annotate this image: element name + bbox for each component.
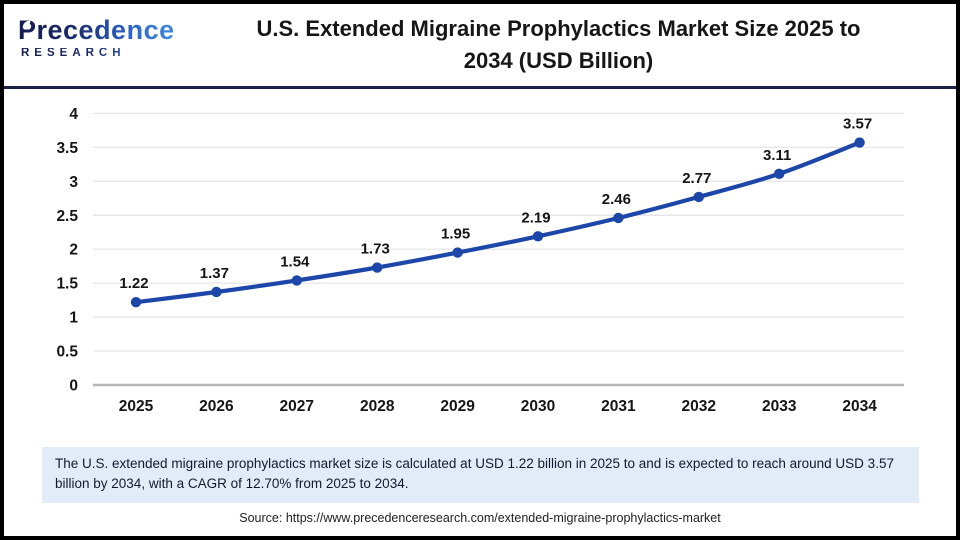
svg-text:2030: 2030 [521, 398, 555, 415]
title-line-1: U.S. Extended Migraine Prophylactics Mar… [256, 16, 861, 41]
note-box: The U.S. extended migraine prophylactics… [42, 447, 919, 503]
logo-wordmark: Precedence [18, 15, 175, 45]
chart-area: 0 0.5 1 1.5 2 2.5 3 3.5 4 2025 2026 2027 2028 2029 203… [4, 89, 956, 436]
svg-text:0.5: 0.5 [56, 344, 78, 361]
svg-text:1.5: 1.5 [56, 276, 78, 293]
svg-text:2032: 2032 [682, 398, 716, 415]
header-divider [4, 86, 956, 89]
title-line-2: 2034 (USD Billion) [463, 47, 654, 73]
svg-text:3.11: 3.11 [763, 147, 791, 164]
svg-text:1.73: 1.73 [361, 241, 390, 258]
svg-text:1.37: 1.37 [200, 265, 229, 282]
svg-text:2.19: 2.19 [521, 209, 550, 226]
line-chart-svg: 0 0.5 1 1.5 2 2.5 3 3.5 4 2025 2026 2027 2028 2029 203… [56, 106, 904, 415]
svg-text:2025: 2025 [119, 398, 154, 415]
header: Precedence RESEARCH U.S. Extended Migrai… [4, 4, 956, 86]
svg-text:2029: 2029 [440, 398, 475, 415]
svg-text:2.46: 2.46 [602, 191, 631, 208]
svg-text:2: 2 [69, 242, 78, 259]
svg-text:2.5: 2.5 [56, 208, 78, 225]
note-text: The U.S. extended migraine prophylactics… [55, 456, 894, 492]
svg-text:4: 4 [69, 106, 78, 123]
logo-subtext: RESEARCH [21, 47, 178, 60]
svg-text:2028: 2028 [360, 398, 395, 415]
svg-text:2031: 2031 [601, 398, 636, 415]
svg-text:2033: 2033 [762, 398, 797, 415]
page-title: U.S. Extended Migraine Prophylactics Mar… [179, 4, 938, 77]
source-text: Source: https://www.precedenceresearch.c… [239, 510, 721, 525]
svg-text:1.54: 1.54 [280, 253, 310, 270]
svg-text:3.57: 3.57 [843, 116, 872, 133]
svg-text:2.77: 2.77 [682, 170, 711, 187]
svg-text:3: 3 [69, 174, 78, 191]
svg-text:2026: 2026 [199, 398, 234, 415]
svg-text:2027: 2027 [280, 398, 314, 415]
svg-text:2034: 2034 [842, 398, 877, 415]
svg-text:3.5: 3.5 [56, 140, 78, 157]
svg-text:0: 0 [69, 378, 78, 395]
svg-text:1.22: 1.22 [119, 275, 148, 292]
svg-text:1: 1 [69, 310, 78, 327]
precedence-logo: Precedence RESEARCH [18, 17, 178, 60]
svg-text:1.95: 1.95 [441, 226, 470, 243]
